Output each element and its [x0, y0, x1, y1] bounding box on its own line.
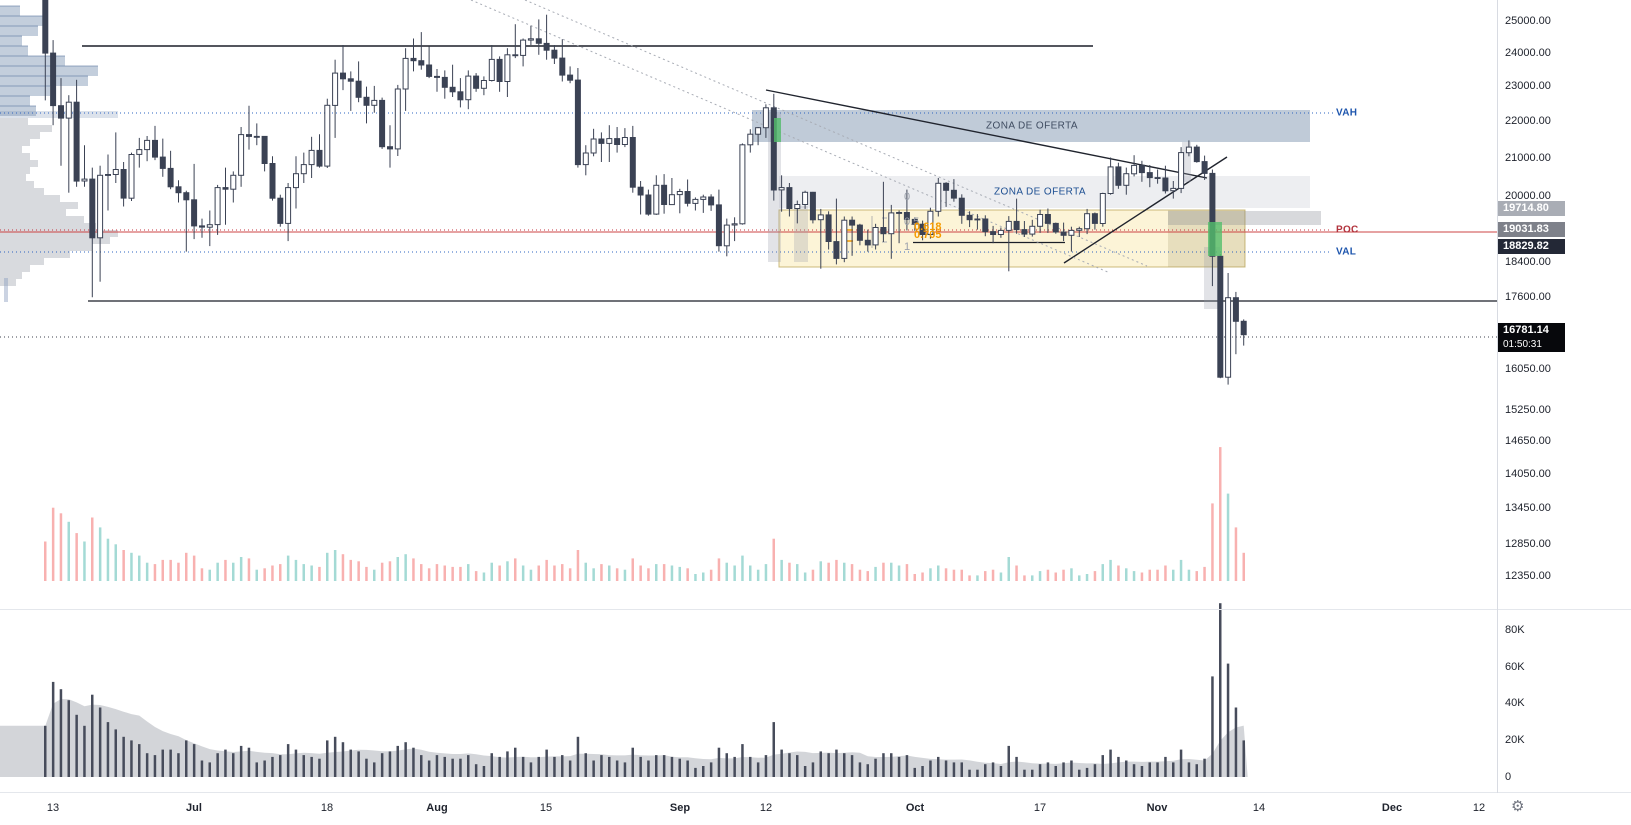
price-axis-label: 22000.00 [1505, 115, 1551, 128]
zone-price-label-3: 18829.82 [1497, 238, 1565, 254]
level-lines[interactable] [0, 45, 1497, 338]
price-axis-label: 14050.00 [1505, 468, 1551, 480]
vah-level-label: VAH [1336, 107, 1358, 119]
time-axis-month-label: Sep [669, 802, 691, 814]
time-axis-day-label: 15 [539, 802, 553, 814]
time-axis-day-label: 13 [46, 802, 60, 814]
imbalance-boxes [774, 118, 1222, 256]
time-axis-month-label: Jul [186, 802, 202, 814]
volume-axis-label: 20K [1505, 733, 1525, 746]
price-axis-separator [1497, 0, 1498, 825]
fib-level-1: 1 [904, 241, 911, 253]
supply-zones [752, 110, 1321, 268]
price-axis-label: 13450.00 [1505, 502, 1551, 515]
price-axis[interactable]: 19714.80 19031.83 18829.82 16781.14 01:5… [1497, 0, 1631, 792]
zone-price-label-1: 19714.80 [1497, 200, 1565, 216]
val-level-label: VAL [1336, 246, 1357, 258]
price-axis-label: 14650.00 [1505, 435, 1551, 448]
bottom-volume-panel [0, 603, 1248, 777]
current-price-label: 16781.14 01:50:31 [1497, 322, 1565, 352]
current-price-value: 16781.14 [1503, 323, 1549, 336]
time-axis-separator [0, 792, 1631, 793]
time-axis-month-label: Oct [905, 802, 925, 814]
time-axis[interactable]: 13 Jul 18 Aug 15 Sep 12 Oct 17 Nov 14 Dec 12 [0, 793, 1631, 825]
volume-axis-label: 0 [1505, 770, 1512, 783]
fib-level-0618: 0.618 [914, 221, 942, 233]
fib-level-0: 0 [904, 191, 911, 203]
price-axis-label: 18400.00 [1505, 255, 1551, 268]
price-chart-canvas[interactable] [0, 0, 1497, 792]
candlesticks [42, 0, 1247, 385]
time-axis-day-label: 18 [320, 802, 334, 814]
price-axis-label: 12850.00 [1505, 538, 1551, 551]
fib-level-05: 0.5 [904, 216, 920, 228]
time-axis-day-label: 14 [1252, 802, 1266, 814]
zone-price-label-2: 19031.83 [1497, 221, 1565, 237]
volume-overlay-bars [44, 447, 1245, 581]
price-axis-label: 15250.00 [1505, 403, 1551, 416]
fib-level-0705: 0.705 [914, 229, 942, 241]
price-axis-label: 17600.00 [1505, 290, 1551, 303]
volume-axis-label: 60K [1505, 660, 1525, 673]
time-axis-month-label: Dec [1381, 802, 1403, 814]
price-axis-label: 12350.00 [1505, 569, 1551, 582]
time-axis-day-label: 12 [1472, 802, 1486, 814]
poc-level-label: POC [1336, 224, 1359, 236]
price-axis-label: 20000.00 [1505, 190, 1551, 203]
price-axis-label: 21000.00 [1505, 151, 1551, 164]
price-axis-label: 25000.00 [1505, 14, 1551, 27]
settings-gear-icon[interactable]: ⚙ [1511, 798, 1525, 815]
time-axis-month-label: Nov [1146, 802, 1168, 814]
volume-axis-label: 80K [1505, 624, 1525, 637]
supply-zone-label-upper: ZONA DE OFERTA [986, 120, 1078, 132]
price-axis-label: 23000.00 [1505, 80, 1551, 93]
time-axis-day-label: 12 [759, 802, 773, 814]
time-axis-month-label: Aug [426, 802, 448, 814]
price-axis-label: 16050.00 [1505, 363, 1551, 376]
time-axis-day-label: 17 [1033, 802, 1047, 814]
bar-countdown: 01:50:31 [1503, 338, 1542, 350]
price-axis-label: 24000.00 [1505, 46, 1551, 59]
panel-separator[interactable] [0, 609, 1631, 610]
volume-axis-label: 40K [1505, 697, 1525, 710]
supply-zone-label-lower: ZONA DE OFERTA [994, 186, 1086, 198]
